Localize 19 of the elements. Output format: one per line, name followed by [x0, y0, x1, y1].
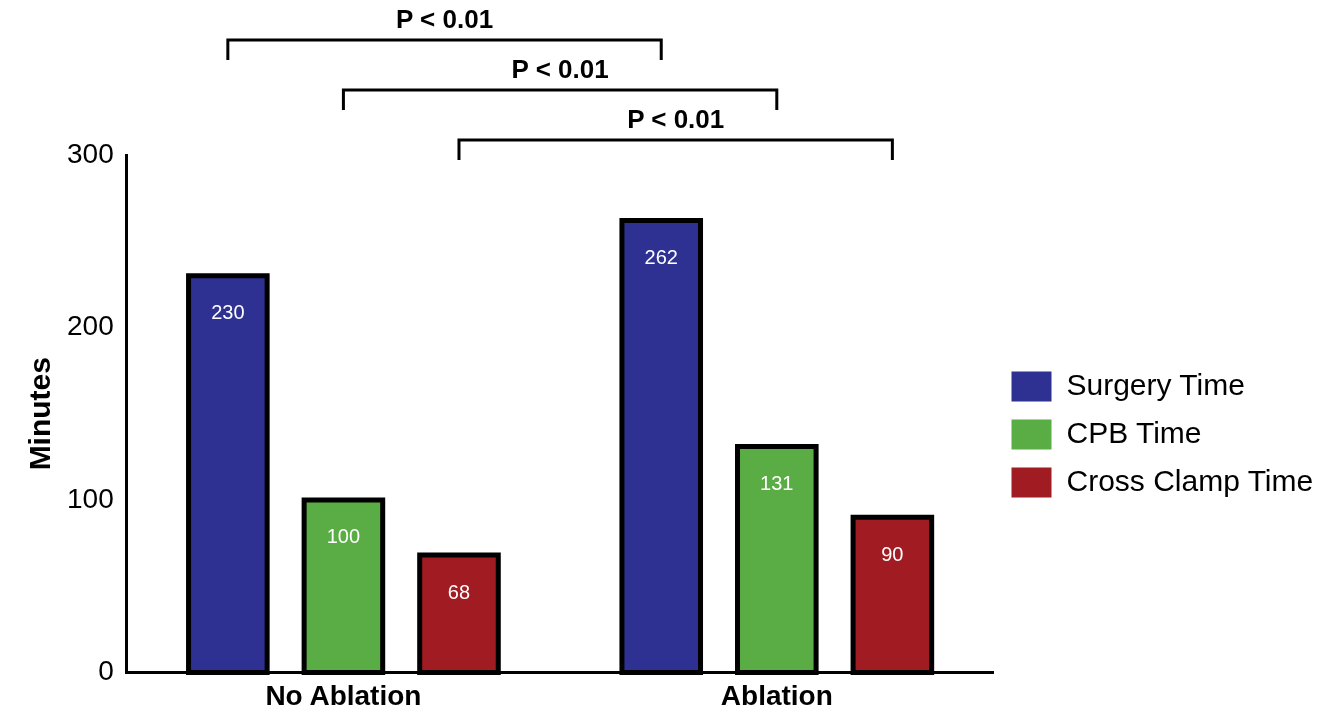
- y-tick-label: 300: [67, 137, 114, 169]
- legend-label: CPB Time: [1066, 415, 1202, 449]
- y-tick-label: 100: [67, 482, 114, 514]
- data-label: 90: [881, 542, 904, 565]
- data-label: 131: [760, 471, 794, 494]
- data-label: 230: [211, 301, 245, 324]
- text: P < 0.01: [395, 4, 494, 35]
- legend-label: Surgery Time: [1066, 367, 1245, 401]
- data-label: 100: [326, 525, 361, 548]
- x-tick-label: Ablation: [720, 679, 833, 711]
- y-tick-label: 200: [67, 310, 114, 342]
- data-label: 68: [447, 580, 471, 603]
- text: P < 0.01: [511, 54, 609, 85]
- y-tick-label: 0: [98, 655, 114, 687]
- text: P < 0.01: [627, 104, 725, 135]
- legend-label: Cross Clamp Time: [1066, 463, 1314, 497]
- x-tick-label: No Ablation: [265, 679, 422, 711]
- y-axis-title: Minutes: [23, 357, 57, 471]
- data-label: 262: [644, 246, 678, 269]
